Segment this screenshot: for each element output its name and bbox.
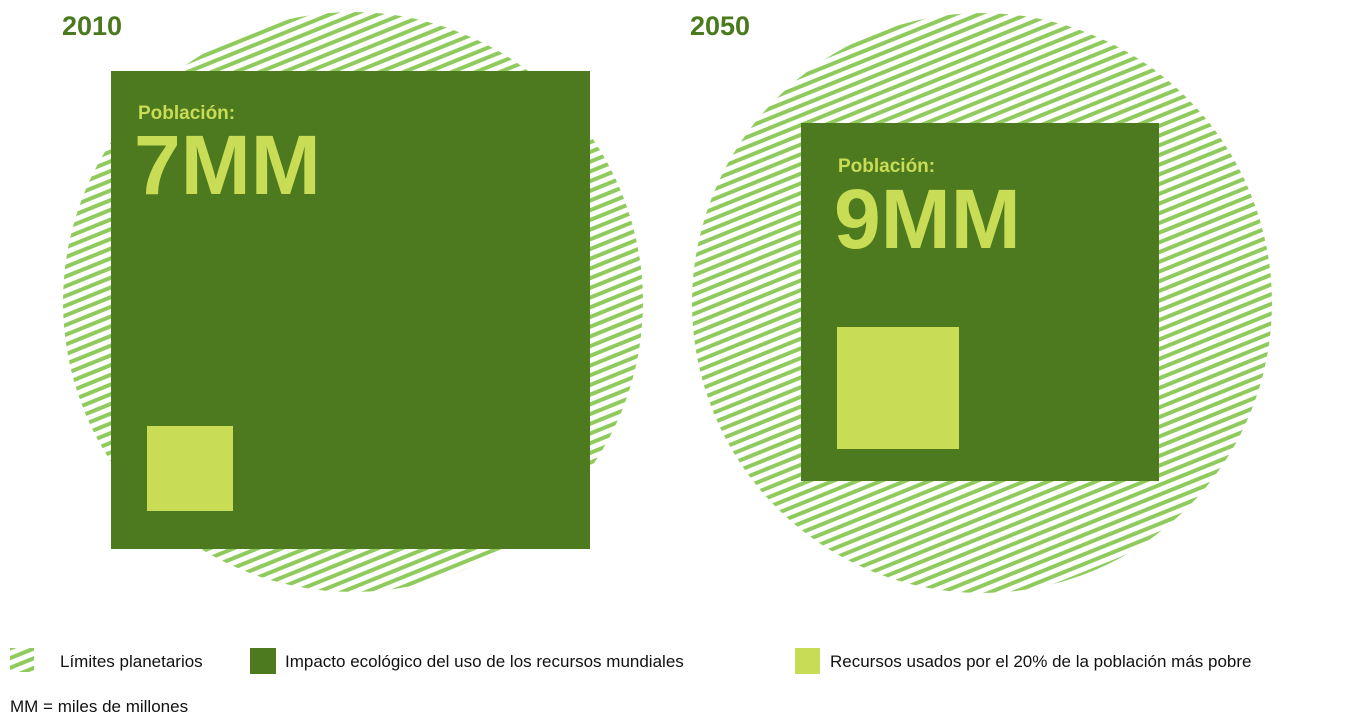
poor-resources xyxy=(147,426,233,511)
legend-swatch xyxy=(250,648,276,674)
year: 2010 xyxy=(62,11,122,41)
legend-label: Recursos usados por el 20% de la poblaci… xyxy=(830,652,1251,671)
population-label: Población: xyxy=(838,156,935,177)
population-label: Población: xyxy=(138,103,235,124)
poor-resources xyxy=(837,327,959,449)
population-value: 9MM xyxy=(834,172,1021,266)
legend-label: Límites planetarios xyxy=(60,652,203,671)
legend-label: Impacto ecológico del uso de los recurso… xyxy=(285,652,684,671)
legend-swatch xyxy=(10,648,34,672)
population-value: 7MM xyxy=(134,118,321,212)
legend-swatch xyxy=(795,648,820,674)
footnote: MM = miles de millones xyxy=(10,697,188,716)
year: 2050 xyxy=(690,11,750,41)
